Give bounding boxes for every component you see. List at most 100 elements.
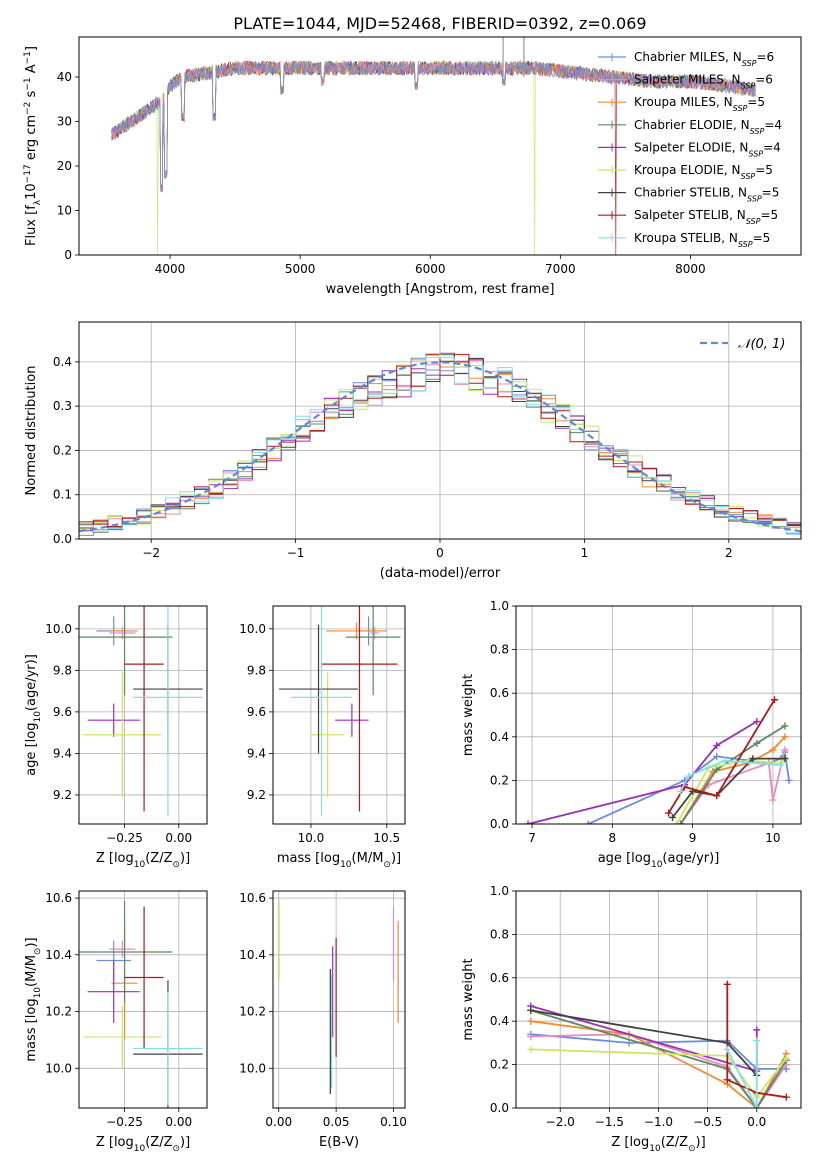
y-tick-label: 10.4	[45, 948, 72, 962]
weight-marker	[723, 980, 731, 988]
weight-marker	[723, 1076, 731, 1084]
x-tick-label: 10.5	[373, 831, 400, 845]
x-tick-label: 7000	[545, 262, 576, 276]
weight-marker	[781, 722, 789, 730]
x-axis-label: wavelength [Angstrom, rest frame]	[326, 282, 555, 297]
y-axis-label: Flux [fλ10−17 erg cm−2 s−1 A−1]	[23, 46, 43, 246]
panel-residuals: −2 −1 0 1 2 0.0 0.1 0.2 0.3 0.4 (data-model)/error…	[24, 321, 802, 581]
weight-marker	[781, 746, 789, 754]
x-axis-label: age [log10(age/yr)]	[598, 851, 720, 870]
axes-frame	[272, 605, 406, 825]
weight-marker	[673, 820, 681, 824]
x-tick-label: 0.00	[265, 1115, 292, 1129]
y-tick-label: 10.2	[45, 1005, 72, 1019]
x-tick-label: −0.25	[106, 1115, 143, 1129]
legend-label: Chabrier ELODIE, NSSP=4	[634, 118, 782, 136]
y-tick-label: 0.4	[490, 730, 509, 744]
y-tick-label: 10.4	[239, 948, 266, 962]
weight-marker	[771, 696, 779, 704]
y-tick-label: 1.0	[490, 599, 509, 613]
y-tick-label: 0.0	[490, 1101, 509, 1115]
panel-mass-vs-ebv: 0.00 0.05 0.10 10.0 10.2 10.4 10.6 E(B-V)	[239, 890, 407, 1150]
x-tick-label: 2	[725, 546, 733, 560]
weight-marker	[753, 739, 761, 747]
weight-marker	[723, 1045, 731, 1053]
y-tick-label: 10	[57, 204, 72, 218]
y-tick-label: 0.0	[490, 817, 509, 831]
errorbar-point	[326, 622, 387, 640]
y-tick-label: 40	[57, 70, 72, 84]
y-tick-label: 0.6	[490, 971, 509, 985]
plot-area-spectrum	[111, 37, 756, 255]
y-tick-label: 9.4	[53, 746, 72, 760]
y-tick-label: 9.6	[247, 705, 266, 719]
weight-marker	[721, 757, 729, 765]
legend-label: 𝒩(0, 1)	[738, 337, 785, 352]
weight-marker	[781, 755, 789, 763]
x-tick-label: 9	[689, 831, 697, 845]
weight-series	[677, 757, 785, 795]
y-tick-label: 9.8	[247, 663, 266, 677]
x-tick-label: −0.25	[106, 831, 143, 845]
x-tick-label: 8	[609, 831, 617, 845]
panel-spectrum: 4000 5000 6000 7000 8000 0 10 20 30 40 wavelength …	[23, 36, 802, 297]
axes-frame	[78, 605, 208, 825]
y-tick-label: 0.2	[490, 773, 509, 787]
errorbar-point	[79, 606, 173, 696]
weight-marker	[769, 746, 777, 754]
legend-label: Kroupa ELODIE, NSSP=5	[634, 163, 773, 181]
legend-label: Kroupa STELIB, NSSP=5	[634, 231, 770, 249]
axes-frame	[78, 36, 802, 256]
y-tick-label: 9.2	[247, 788, 266, 802]
panel-mass-vs-Z: −0.25 0.00 10.0 10.2 10.4 10.6 Z [log10(Z/Z⊙)]…	[24, 890, 208, 1154]
legend-label: Salpeter MILES, NSSP=6	[634, 73, 773, 91]
panel-age-vs-mass: 10.0 10.5 9.2 9.4 9.6 9.8 10.0 mass [log10(M/M⊙…	[239, 605, 406, 870]
x-axis-label: Z [log10(Z/Z⊙)]	[611, 1135, 705, 1154]
plot-area-residuals	[79, 352, 801, 536]
y-tick-label: 0.4	[490, 1014, 509, 1028]
weight-marker	[713, 742, 721, 750]
weight-series	[723, 1037, 761, 1108]
errorbar-point	[133, 606, 203, 816]
legend-entry: Chabrier STELIB, NSSP=5	[598, 186, 779, 203]
errorbar-point	[279, 624, 358, 754]
x-axis-label: E(B-V)	[319, 1135, 359, 1150]
y-tick-label: 0.3	[53, 399, 72, 413]
figure-title: PLATE=1044, MJD=52468, FIBERID=0392, z=0…	[233, 14, 646, 33]
weight-line	[527, 720, 758, 824]
plot-area-mass-vs-ebv	[278, 900, 399, 1094]
legend-entry: Salpeter ELODIE, NSSP=4	[598, 140, 781, 158]
axes-frame	[515, 605, 802, 825]
weight-marker	[527, 1006, 535, 1014]
errorbar-point	[79, 900, 173, 1004]
y-tick-label: 0.8	[490, 927, 509, 941]
errorbar-point	[291, 606, 352, 816]
panel-mass-weight-vs-age: 7 8 9 10 0.0 0.2 0.4 0.6 0.8 1.0 age [log10(age/yr…	[461, 599, 802, 870]
y-axis-label: mass weight	[461, 958, 476, 1040]
weight-line	[726, 1040, 758, 1108]
x-tick-label: −1.0	[644, 1115, 673, 1129]
x-tick-label: 0.00	[165, 1115, 192, 1129]
weight-line	[530, 1009, 788, 1108]
weight-line	[679, 759, 781, 792]
y-tick-label: 0.6	[490, 686, 509, 700]
weight-line	[530, 1048, 788, 1099]
legend-entry: Chabrier ELODIE, NSSP=4	[598, 118, 782, 136]
histogram-series	[79, 353, 801, 534]
errorbar-point	[321, 606, 398, 812]
y-tick-label: 10.0	[45, 622, 72, 636]
y-axis-label: mass weight	[461, 674, 476, 756]
y-tick-label: 9.6	[53, 705, 72, 719]
weight-marker	[782, 1054, 790, 1062]
legend-entry: Kroupa STELIB, NSSP=5	[598, 231, 770, 249]
legend-entry: Salpeter MILES, NSSP=6	[598, 73, 773, 91]
y-tick-label: 1.0	[490, 884, 509, 898]
y-tick-label: 30	[57, 115, 72, 129]
x-tick-label: −0.5	[693, 1115, 722, 1129]
y-tick-label: 0.0	[53, 532, 72, 546]
axes-frame	[515, 890, 802, 1109]
plot-area-mass-weight-vs-age	[524, 696, 793, 824]
y-tick-label: 10.6	[45, 891, 72, 905]
